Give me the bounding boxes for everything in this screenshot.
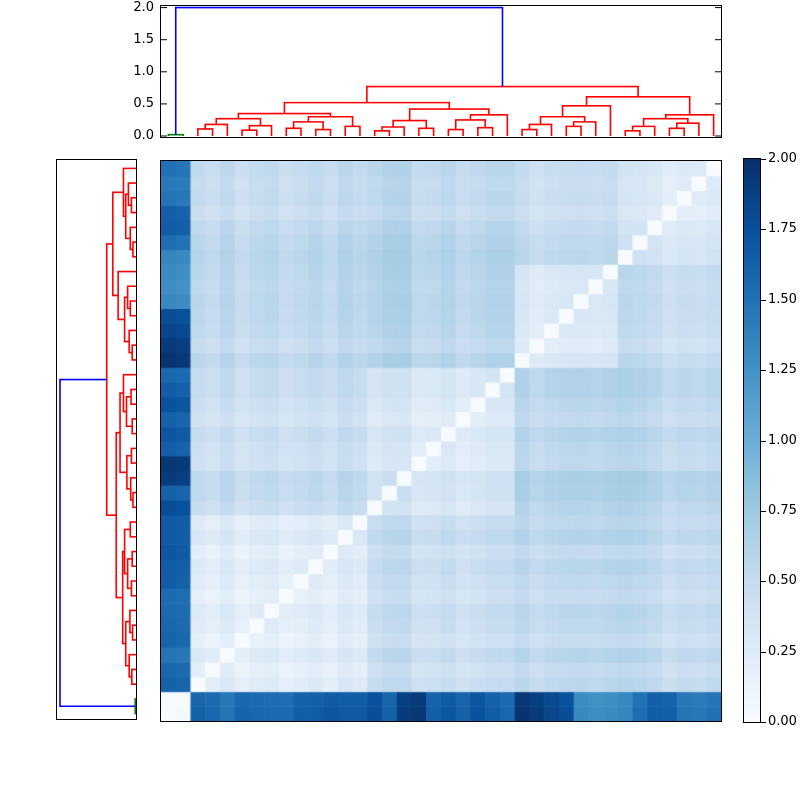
dendrogram-link — [204, 123, 229, 136]
colorbar-tick — [761, 651, 766, 653]
dendrogram-link — [129, 300, 136, 317]
dendrogram-link — [132, 241, 136, 258]
dendrogram-link — [132, 491, 136, 509]
colorbar-tick — [761, 440, 766, 442]
colorbar-tick — [761, 581, 766, 583]
colorbar-tick — [761, 510, 766, 512]
dendrogram-link — [130, 388, 136, 405]
dendrogram-link — [115, 431, 123, 599]
dendrogram-link — [283, 101, 451, 114]
dendrogram-link — [668, 127, 685, 136]
dendrogram-link — [130, 197, 136, 214]
dendrogram-link — [521, 128, 538, 136]
dendrogram-link — [105, 243, 117, 516]
colorbar-tick — [761, 370, 766, 372]
dendrogram-link — [314, 128, 332, 136]
heatmap-panel — [160, 160, 722, 722]
dendrogram-link — [565, 125, 582, 136]
colorbar-tick — [761, 159, 766, 160]
colorbar-tick — [761, 722, 766, 723]
y-axis-tick-label: 2.0 — [133, 0, 154, 15]
left-dendrogram — [59, 167, 136, 715]
dendrogram-link — [131, 418, 136, 435]
dendrogram-link — [131, 344, 136, 361]
y-axis-tick-label: 0.0 — [133, 128, 154, 143]
dendrogram-link — [344, 125, 361, 136]
heatmap — [161, 161, 721, 721]
dendrogram-link — [126, 285, 136, 310]
dendrogram-link — [539, 115, 586, 125]
colorbar-tick-label: 0.50 — [768, 573, 797, 589]
left-dendrogram-panel — [56, 159, 137, 720]
colorbar-tick-label: 1.50 — [768, 291, 797, 307]
dendrogram-link — [285, 127, 302, 136]
dendrogram-link — [373, 130, 391, 136]
dendrogram-link — [477, 126, 494, 136]
dendrogram-link — [122, 373, 136, 413]
dendrogram-link — [134, 698, 136, 715]
y-axis-tick-label: 1.5 — [133, 31, 154, 47]
dendrogram-link — [131, 550, 136, 568]
colorbar-tick — [761, 229, 766, 231]
dendrogram-link — [59, 378, 136, 708]
colorbar — [743, 158, 761, 723]
dendrogram-link — [366, 85, 639, 103]
colorbar-tick-label: 1.75 — [768, 221, 797, 237]
dendrogram-link — [167, 133, 184, 136]
top-dendrogram — [161, 6, 721, 137]
dendrogram-link — [624, 130, 641, 136]
dendrogram-link — [447, 128, 464, 136]
y-axis-tick-label: 0.5 — [133, 95, 154, 111]
dendrogram-link — [131, 624, 136, 641]
dendrogram-link — [572, 121, 597, 136]
dendrogram-link — [418, 127, 435, 136]
dendrogram-link — [675, 122, 700, 136]
colorbar-tick-label: 2.00 — [768, 151, 797, 166]
colorbar-tick-label: 0.25 — [768, 643, 797, 659]
dendrogram-link — [561, 105, 612, 136]
colorbar-tick-label: 1.00 — [768, 432, 797, 448]
colorbar-tick-label: 1.25 — [768, 362, 797, 378]
dendrogram-link — [469, 114, 509, 136]
dendrogram-link — [197, 128, 214, 136]
colorbar-tick — [761, 299, 766, 301]
dendrogram-link — [174, 6, 504, 135]
top-dendrogram-panel — [160, 5, 722, 138]
dendrogram-link — [130, 447, 136, 464]
dendrogram-link — [241, 129, 258, 136]
y-axis-tick-label: 1.0 — [133, 63, 154, 79]
dendrogram-link — [131, 668, 136, 685]
dendrogram-link — [129, 521, 136, 538]
dendrogram-link — [130, 580, 136, 597]
colorbar-tick-label: 0.00 — [768, 714, 797, 729]
colorbar-tick-label: 0.75 — [768, 502, 797, 518]
